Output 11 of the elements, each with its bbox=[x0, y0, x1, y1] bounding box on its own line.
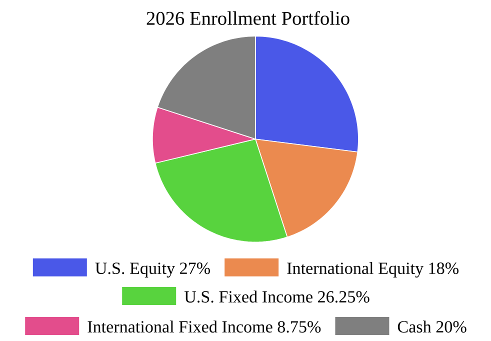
data-label: 27% bbox=[180, 262, 210, 274]
data-label: 18% bbox=[429, 262, 459, 274]
data-label: 8.75% bbox=[278, 321, 321, 333]
legend-label: Cash bbox=[398, 320, 432, 333]
data-label: 20% bbox=[436, 321, 466, 333]
legend-label: U.S. Equity bbox=[95, 262, 175, 278]
legend-label: International Fixed Income bbox=[88, 320, 272, 333]
data-label: 26.25% bbox=[318, 291, 370, 303]
legend-label: U.S. Fixed Income bbox=[184, 290, 312, 303]
legend-label: International Equity bbox=[287, 262, 424, 278]
chart-title: 2026 Enrollment Portfolio bbox=[146, 11, 350, 25]
